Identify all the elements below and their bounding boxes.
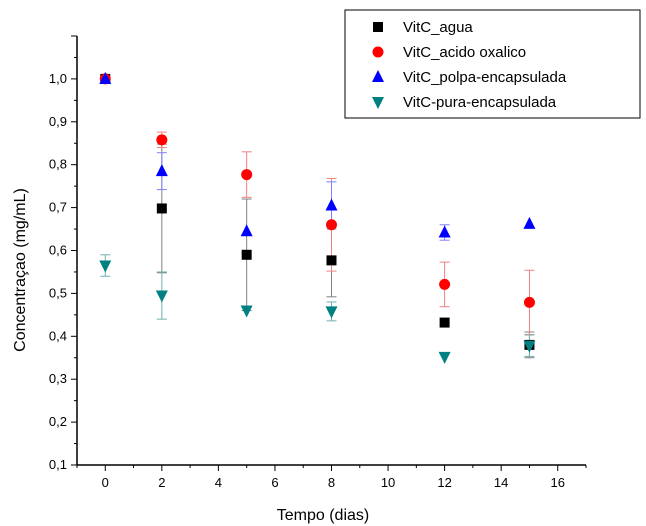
data-point-series-2 [438,225,451,238]
data-point-series-3 [325,306,338,319]
tick-labels: 0 2 4 6 8 10 12 14 16 0,1 0,2 0,3 0,4 0,5 0,6 0,7 0,8 0,9… [49,71,565,490]
y-tick-label: 0,7 [49,200,67,215]
x-tick-label: 8 [328,475,335,490]
y-tick-label: 0,2 [49,414,67,429]
x-tick-label: 10 [381,475,395,490]
x-tick-label: 4 [215,475,222,490]
y-tick-label: 0,6 [49,243,67,258]
data-point-series-3 [438,351,451,364]
data-point-series-1 [156,134,168,146]
legend-symbol [373,22,383,32]
x-tick-label: 16 [550,475,564,490]
y-tick-label: 0,9 [49,114,67,129]
data-point-series-1 [523,296,535,308]
legend-symbol [372,46,384,58]
legend-symbol [372,70,384,82]
data-point-series-1 [326,219,337,231]
legend-label: VitC_polpa-encapsulada [403,69,567,86]
y-tick-label: 0,1 [49,457,67,472]
data-point-series-2 [155,164,168,177]
legend-box [344,9,641,119]
legend: VitC_agua VitC_acido oxalico VitC_polpa-en… [344,9,641,119]
y-tick-label: 1,0 [49,71,67,86]
data-point-series-0 [326,255,337,266]
x-tick-label: 2 [158,475,165,490]
x-axis-title: Tempo (dias) [277,507,369,524]
x-tick-label: 0 [102,475,109,490]
error-bars [100,131,535,359]
y-tick-label: 0,4 [49,328,67,343]
tick-marks [71,35,587,471]
data-point-series-1 [439,278,451,290]
y-tick-label: 0,8 [49,157,67,172]
data-point-series-1 [241,169,253,181]
y-axis-title: Concentraçao (mg/mL) [12,188,29,352]
data-point-series-2 [99,71,112,84]
x-tick-label: 12 [437,475,451,490]
data-point-series-0 [156,203,167,214]
x-tick-label: 6 [271,475,278,490]
x-tick-label: 14 [494,475,508,490]
data-point-series-0 [241,249,252,260]
y-tick-label: 0,3 [49,371,67,386]
legend-label: VitC_acido oxalico [403,44,526,61]
legend-label: VitC-pura-encapsulada [403,94,557,111]
data-point-series-3 [240,305,253,318]
data-point-series-2 [240,224,253,237]
data-point-series-0 [439,317,450,328]
data-point-series-2 [325,198,338,211]
data-point-series-2 [523,216,536,229]
legend-label: VitC_agua [403,19,473,36]
legend-symbol [372,97,384,109]
y-tick-label: 0,5 [49,285,67,300]
data-markers [99,71,536,364]
data-point-series-3 [523,340,536,353]
data-point-series-3 [99,260,112,273]
data-point-series-3 [155,290,168,303]
